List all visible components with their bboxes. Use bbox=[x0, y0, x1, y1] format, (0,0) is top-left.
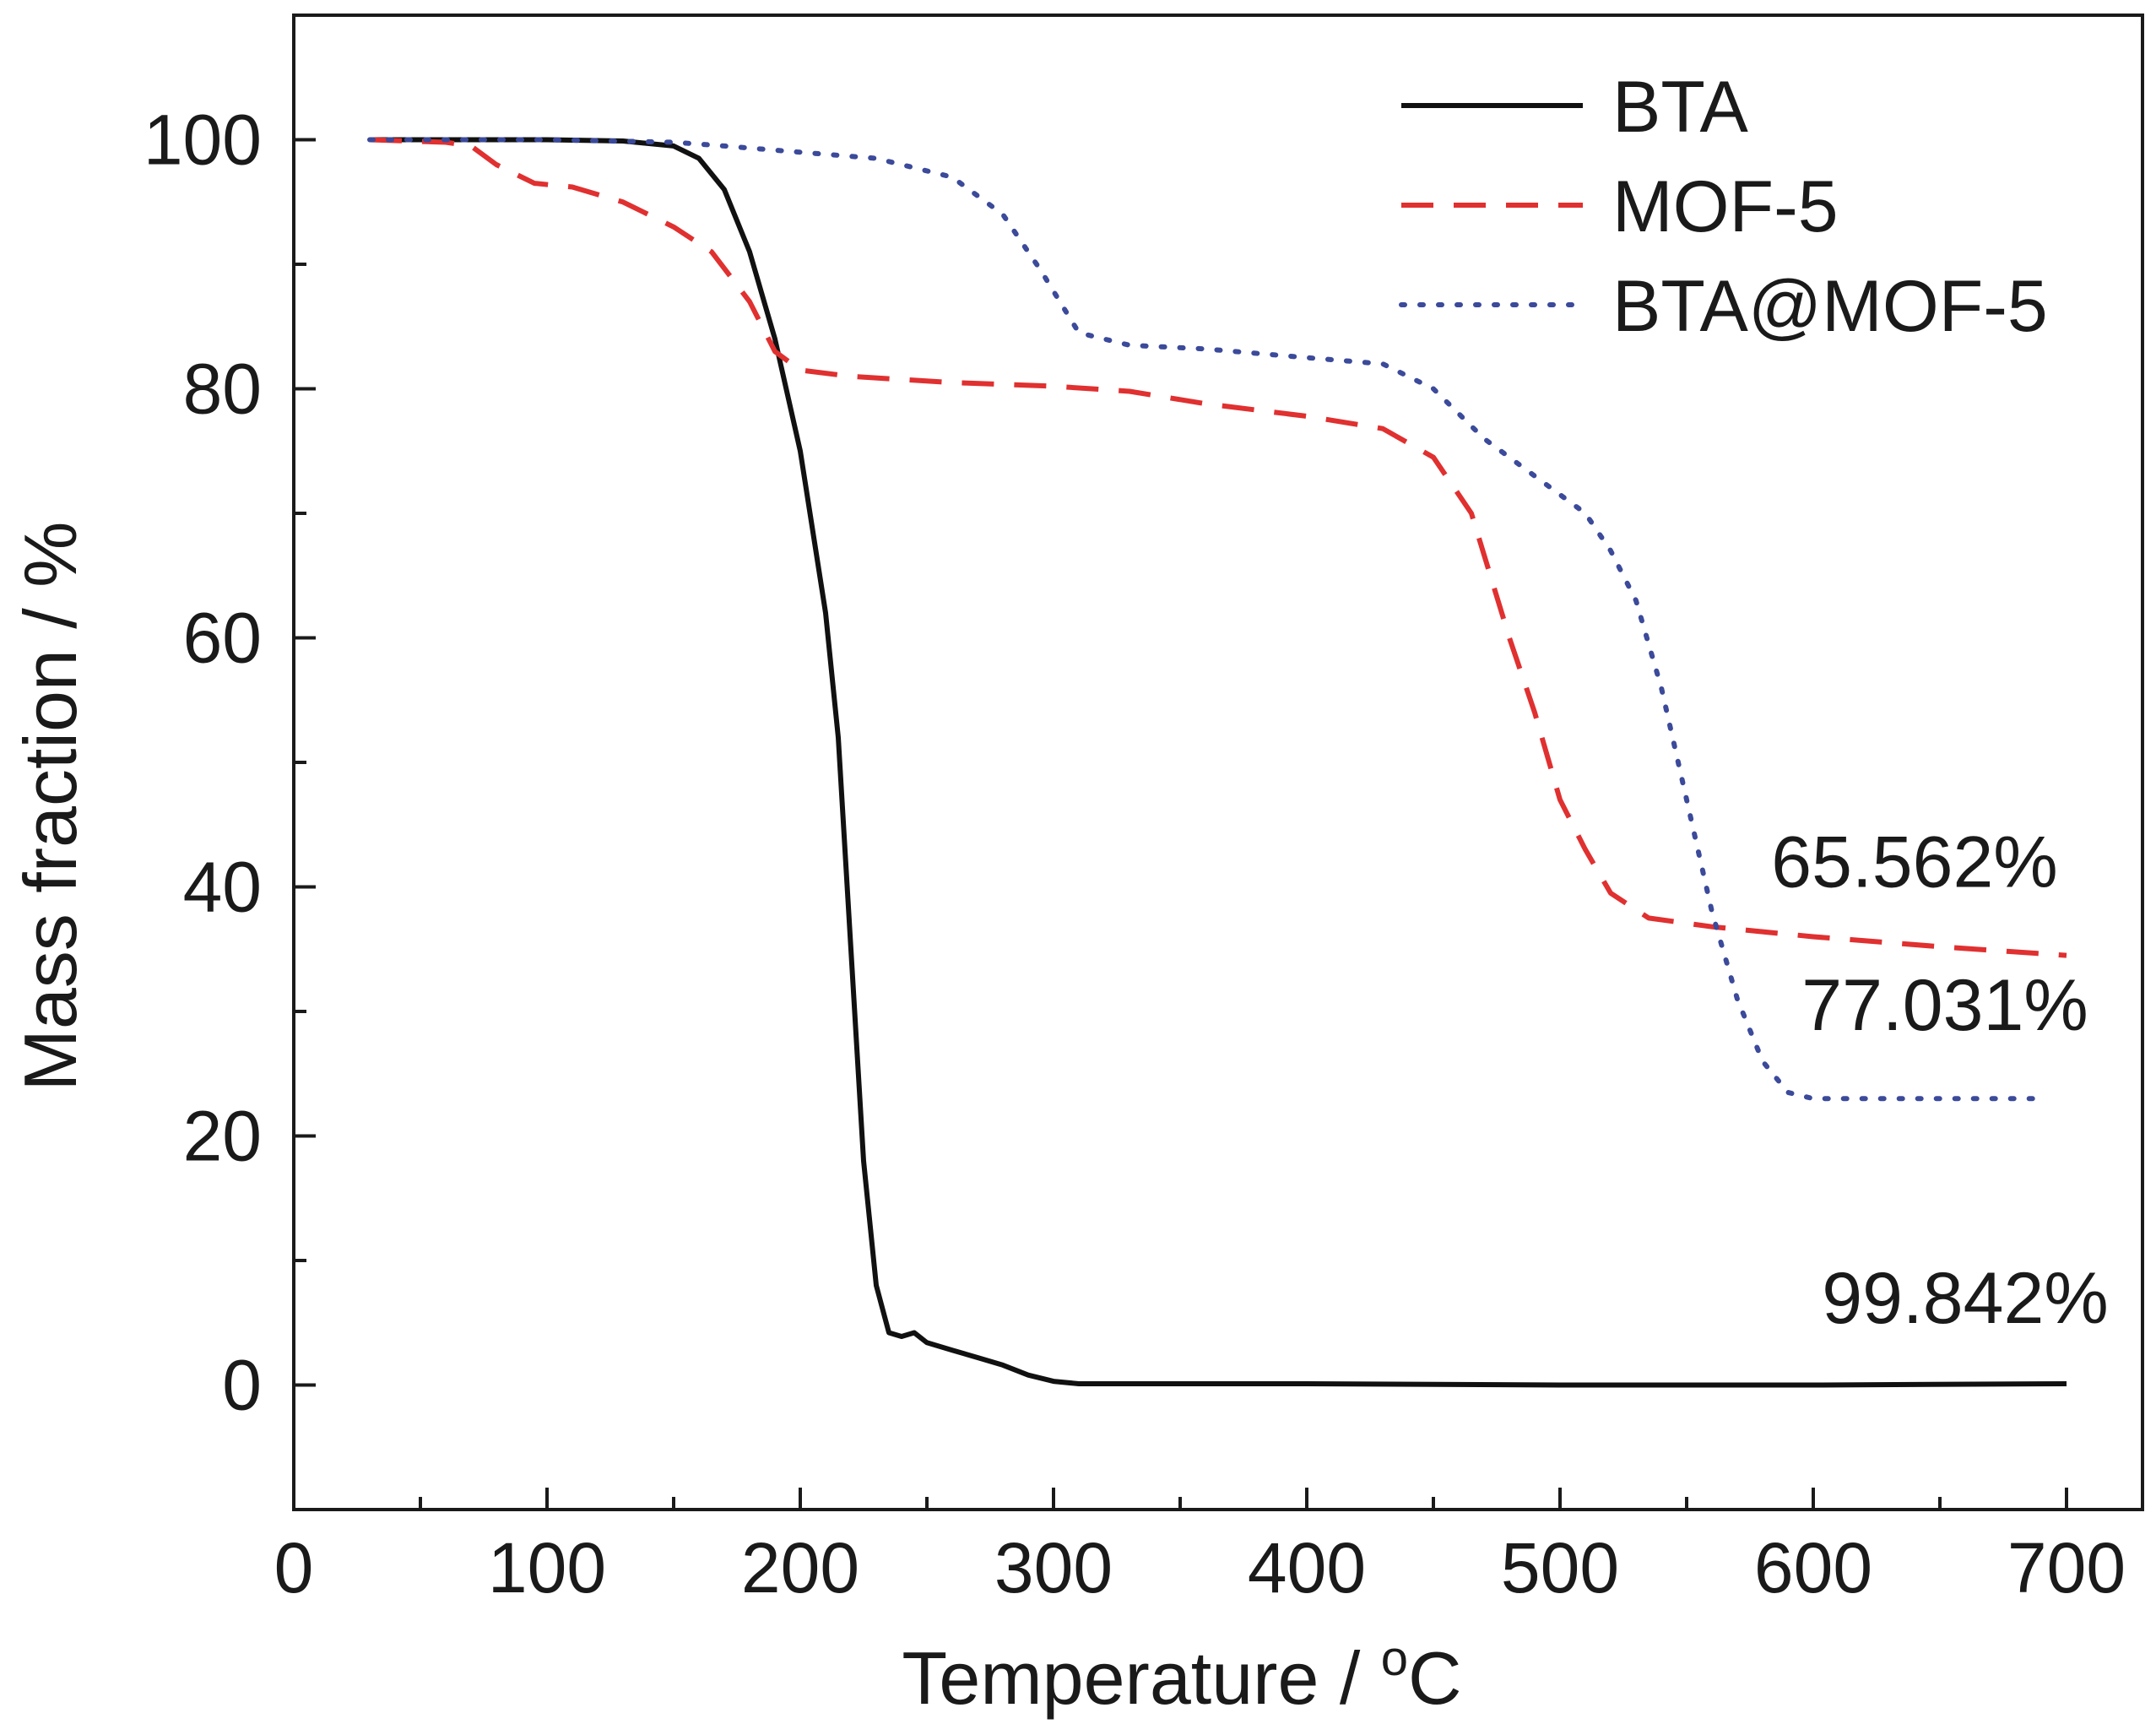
x-tick-label-400: 400 bbox=[1248, 1528, 1366, 1607]
x-tick-label-600: 600 bbox=[1754, 1528, 1872, 1607]
x-tick-label-200: 200 bbox=[741, 1528, 859, 1607]
x-tick-label-500: 500 bbox=[1501, 1528, 1619, 1607]
y-tick-label-0: 0 bbox=[222, 1346, 262, 1425]
legend-label-1: MOF-5 bbox=[1612, 166, 1839, 247]
y-tick-label-80: 80 bbox=[183, 350, 262, 429]
legend: BTA MOF-5 BTA@MOF-5 bbox=[1399, 67, 2048, 347]
series-line-2 bbox=[367, 137, 2044, 1102]
series-layer bbox=[367, 137, 2067, 1388]
x-tick-label-0: 0 bbox=[274, 1528, 314, 1607]
x-tick-label-100: 100 bbox=[488, 1528, 606, 1607]
annotations-layer: 65.562% 77.031% 99.842% bbox=[1771, 822, 2109, 1339]
x-axis-unit: C bbox=[1408, 1636, 1462, 1720]
x-axis-label: Temperature / oC bbox=[902, 1631, 1461, 1720]
y-tick-label-100: 100 bbox=[144, 100, 262, 180]
x-tick-label-700: 700 bbox=[2007, 1528, 2126, 1607]
annotation-1: 77.031% bbox=[1801, 965, 2088, 1046]
series-line-1 bbox=[369, 137, 2067, 958]
x-axis-unit-superscript: o bbox=[1381, 1631, 1408, 1686]
y-tick-label-20: 20 bbox=[183, 1097, 262, 1176]
axis-ticks: 0 100 200 300 400 500 600 700 0 20 40 60 80 100 bbox=[144, 100, 2126, 1608]
legend-label-2: BTA@MOF-5 bbox=[1612, 266, 2048, 347]
y-axis-label: Mass fraction / % bbox=[8, 522, 92, 1092]
legend-label-0: BTA bbox=[1612, 67, 1749, 148]
y-tick-label-40: 40 bbox=[183, 848, 262, 927]
y-tick-label-60: 60 bbox=[183, 599, 262, 678]
series-line-0 bbox=[370, 137, 2067, 1388]
annotation-2: 99.842% bbox=[1822, 1258, 2109, 1339]
annotation-0: 65.562% bbox=[1771, 822, 2058, 903]
x-tick-label-300: 300 bbox=[994, 1528, 1113, 1607]
